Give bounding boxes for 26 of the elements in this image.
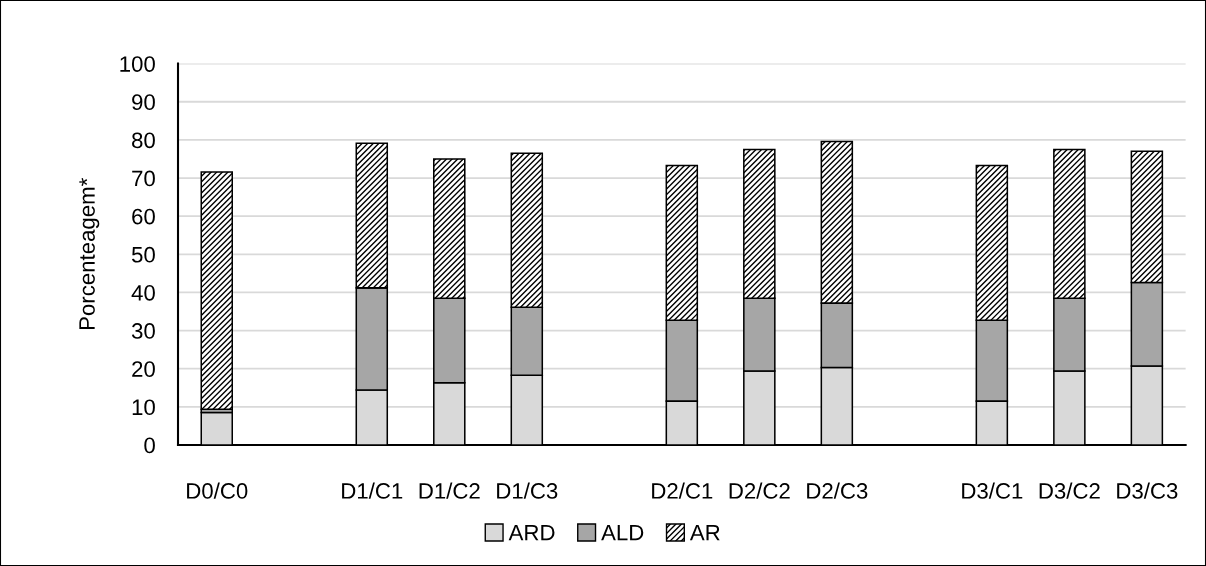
y-tick-label: 90 xyxy=(132,94,155,111)
x-tick-label: D1/C1 xyxy=(342,482,403,499)
x-tick-label: D0/C0 xyxy=(187,482,248,499)
x-tick-label: D2/C3 xyxy=(807,482,868,499)
bar xyxy=(200,171,234,410)
legend-label: ALD xyxy=(601,524,644,541)
x-tick-label: D2/C2 xyxy=(729,482,790,499)
y-tick-label: 30 xyxy=(131,323,155,339)
y-axis-title: Porcenteagem* xyxy=(79,178,100,330)
y-tick-label: 10 xyxy=(132,399,155,416)
y-tick-label: 60 xyxy=(132,208,155,225)
y-tick-label: 40 xyxy=(131,284,155,301)
x-tick-label: D2/C1 xyxy=(652,482,713,499)
legend-label: ARD xyxy=(508,524,555,541)
y-tick-label: 80 xyxy=(132,132,155,149)
x-tick-label: D3/C3 xyxy=(1117,482,1178,499)
x-tick-label: D3/C2 xyxy=(1039,482,1100,499)
y-tick-label: 100 xyxy=(120,56,155,72)
y-tick-label: 0 xyxy=(144,437,155,454)
y-tick-label: 50 xyxy=(131,246,155,263)
x-tick-label: D1/C2 xyxy=(419,482,480,499)
y-tick-label: 70 xyxy=(132,170,155,187)
y-tick-label: 20 xyxy=(132,361,155,377)
x-tick-label: D3/C1 xyxy=(962,482,1023,499)
legend-label: AR xyxy=(689,524,720,541)
x-tick-label: D1/C3 xyxy=(497,482,558,499)
